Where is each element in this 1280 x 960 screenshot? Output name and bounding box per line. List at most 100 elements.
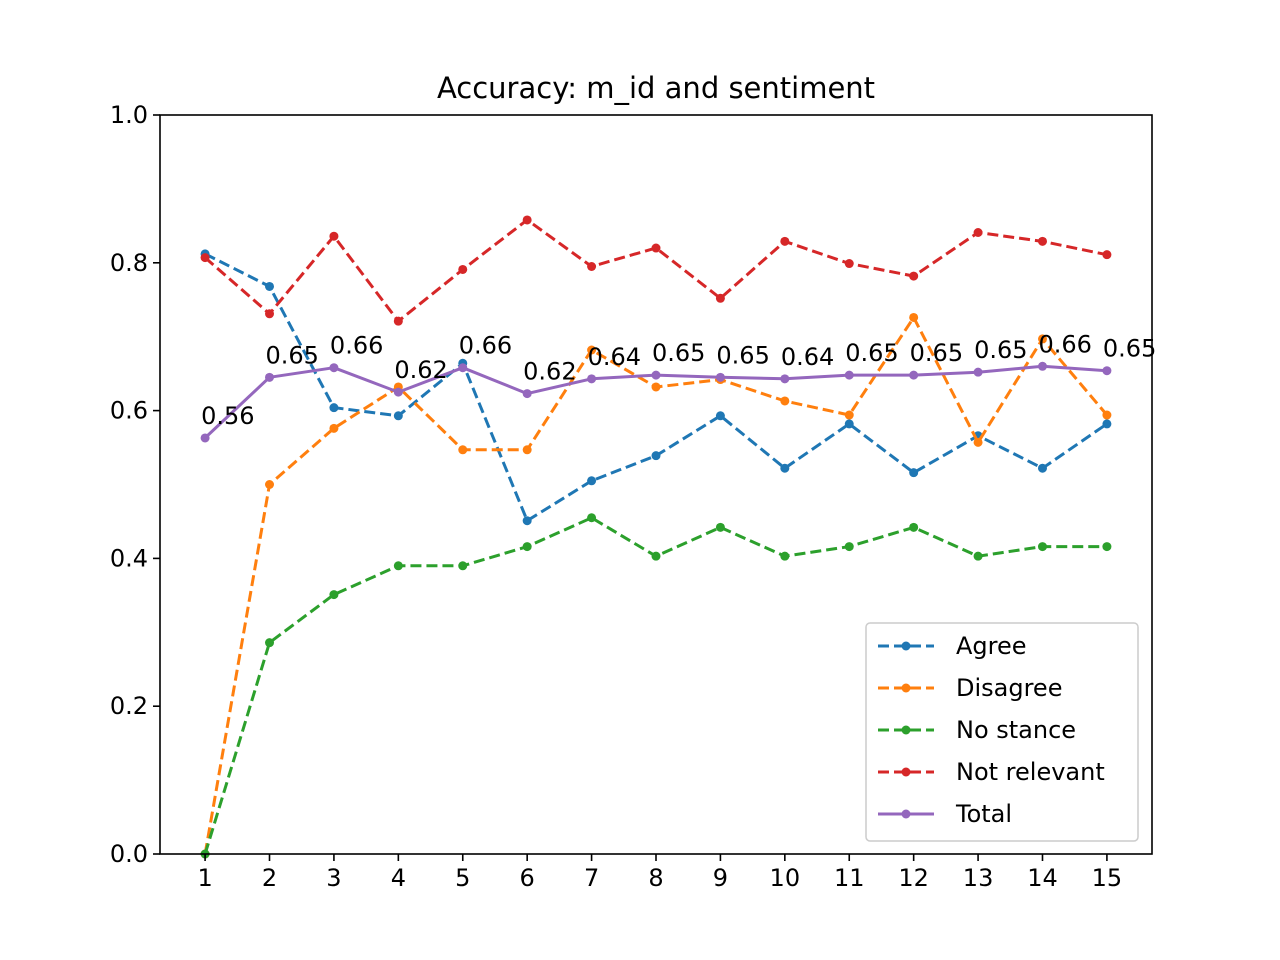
legend-label-no-stance: No stance — [956, 716, 1076, 744]
legend-marker-not-relevant — [901, 767, 911, 777]
x-tick-label-1: 1 — [197, 864, 212, 892]
point-not-relevant-13 — [973, 228, 983, 238]
axes: 1 2 3 4 5 6 7 8 9 10 11 12 13 14 150.00.20.40.60.81.0 — [110, 101, 1153, 892]
x-tick-label-15: 15 — [1092, 864, 1123, 892]
point-agree-14 — [1037, 463, 1047, 473]
legend-marker-total — [901, 809, 911, 819]
point-total-8 — [651, 370, 661, 380]
point-total-14 — [1037, 361, 1047, 371]
point-no-stance-5 — [458, 561, 468, 571]
point-agree-6 — [522, 516, 532, 526]
x-tick-label-8: 8 — [648, 864, 663, 892]
point-total-13 — [973, 367, 983, 377]
data-label-9: 0.65 — [716, 341, 769, 369]
point-not-relevant-4 — [393, 316, 403, 326]
point-total-7 — [587, 374, 597, 384]
point-not-relevant-1 — [200, 253, 210, 263]
point-disagree-15 — [1102, 410, 1112, 420]
point-disagree-14 — [1037, 334, 1047, 344]
x-tick-label-10: 10 — [770, 864, 801, 892]
point-no-stance-10 — [780, 551, 790, 561]
data-label-13: 0.65 — [974, 336, 1027, 364]
point-no-stance-4 — [393, 561, 403, 571]
data-label-1: 0.56 — [201, 402, 254, 430]
point-total-12 — [909, 370, 919, 380]
point-total-9 — [715, 372, 725, 382]
x-tick-label-5: 5 — [455, 864, 470, 892]
x-tick-label-7: 7 — [584, 864, 599, 892]
chart-title: Accuracy: m_id and sentiment — [437, 71, 875, 105]
point-no-stance-11 — [844, 542, 854, 552]
point-disagree-5 — [458, 445, 468, 455]
point-not-relevant-6 — [522, 215, 532, 225]
legend: Agree Disagree No stance Not relevant Total — [865, 622, 1139, 842]
point-not-relevant-15 — [1102, 250, 1112, 260]
point-no-stance-8 — [651, 551, 661, 561]
x-tick-label-11: 11 — [834, 864, 865, 892]
point-total-1 — [200, 433, 210, 443]
legend-box — [865, 622, 1139, 842]
point-no-stance-9 — [715, 522, 725, 532]
point-total-6 — [522, 389, 532, 399]
y-tick-label-4: 0.8 — [110, 249, 148, 277]
point-total-4 — [393, 387, 403, 397]
point-agree-8 — [651, 451, 661, 461]
x-tick-label-3: 3 — [326, 864, 341, 892]
point-total-15 — [1102, 366, 1112, 376]
y-tick-label-2: 0.4 — [110, 544, 148, 572]
plot-area: 0.56 0.65 0.66 0.62 0.66 0.62 0.64 0.65 0.65 0.64… — [200, 215, 1156, 859]
data-label-10: 0.64 — [781, 343, 834, 371]
x-tick-label-4: 4 — [391, 864, 406, 892]
y-tick-label-0: 0.0 — [110, 840, 148, 868]
data-label-12: 0.65 — [910, 339, 963, 367]
point-no-stance-15 — [1102, 542, 1112, 552]
y-tick-label-1: 0.2 — [110, 692, 148, 720]
point-not-relevant-8 — [651, 243, 661, 253]
legend-marker-agree — [901, 641, 911, 651]
point-disagree-11 — [844, 410, 854, 420]
point-agree-15 — [1102, 419, 1112, 429]
x-tick-label-12: 12 — [898, 864, 929, 892]
point-agree-12 — [909, 468, 919, 478]
legend-label-total: Total — [955, 800, 1012, 828]
legend-marker-disagree — [901, 683, 911, 693]
point-no-stance-6 — [522, 542, 532, 552]
point-agree-4 — [393, 411, 403, 421]
y-tick-label-3: 0.6 — [110, 397, 148, 425]
point-not-relevant-2 — [265, 309, 275, 319]
data-label-4: 0.62 — [394, 356, 447, 384]
legend-label-agree: Agree — [956, 632, 1027, 660]
point-disagree-10 — [780, 396, 790, 406]
data-label-5: 0.66 — [459, 332, 512, 360]
point-agree-2 — [265, 281, 275, 291]
data-label-3: 0.66 — [330, 332, 383, 360]
data-label-11: 0.65 — [845, 339, 898, 367]
x-tick-label-2: 2 — [262, 864, 277, 892]
point-disagree-7 — [587, 345, 597, 355]
point-agree-11 — [844, 419, 854, 429]
point-agree-10 — [780, 463, 790, 473]
point-disagree-3 — [329, 423, 339, 433]
data-label-8: 0.65 — [652, 339, 705, 367]
point-no-stance-2 — [265, 638, 275, 648]
point-agree-3 — [329, 403, 339, 413]
point-not-relevant-3 — [329, 231, 339, 241]
legend-label-not-relevant: Not relevant — [956, 758, 1105, 786]
point-no-stance-13 — [973, 551, 983, 561]
point-not-relevant-12 — [909, 271, 919, 281]
data-label-6: 0.62 — [523, 358, 576, 386]
data-label-7: 0.64 — [588, 343, 641, 371]
point-no-stance-7 — [587, 513, 597, 523]
point-total-3 — [329, 363, 339, 373]
point-not-relevant-7 — [587, 261, 597, 271]
point-total-10 — [780, 374, 790, 384]
point-disagree-13 — [973, 437, 983, 447]
x-tick-label-14: 14 — [1027, 864, 1058, 892]
point-not-relevant-10 — [780, 236, 790, 246]
point-disagree-2 — [265, 480, 275, 489]
point-not-relevant-11 — [844, 259, 854, 269]
point-not-relevant-5 — [458, 264, 468, 274]
point-not-relevant-9 — [715, 293, 725, 303]
legend-marker-no-stance — [901, 725, 911, 735]
